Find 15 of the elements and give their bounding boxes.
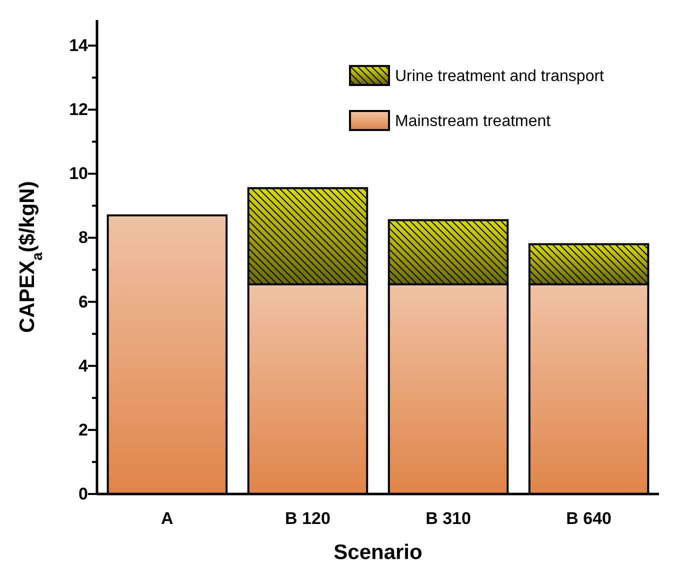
- y-tick-label: 0: [78, 484, 88, 504]
- x-tick-label: A: [161, 509, 174, 528]
- x-axis-title: Scenario: [334, 541, 422, 564]
- x-tick-label: B 310: [426, 509, 471, 528]
- y-tick-label: 6: [78, 292, 88, 312]
- legend-label: Mainstream treatment: [395, 113, 552, 130]
- y-tick-label: 8: [78, 228, 88, 248]
- y-tick-label: 4: [78, 356, 89, 376]
- y-tick-label: 14: [69, 36, 89, 56]
- y-tick-label: 12: [69, 100, 88, 120]
- x-tick-label: B 120: [285, 509, 330, 528]
- y-tick-label: 2: [78, 420, 88, 440]
- y-tick-label: 10: [69, 164, 88, 184]
- x-tick-label: B 640: [566, 509, 612, 528]
- legend-label: Urine treatment and transport: [395, 68, 605, 85]
